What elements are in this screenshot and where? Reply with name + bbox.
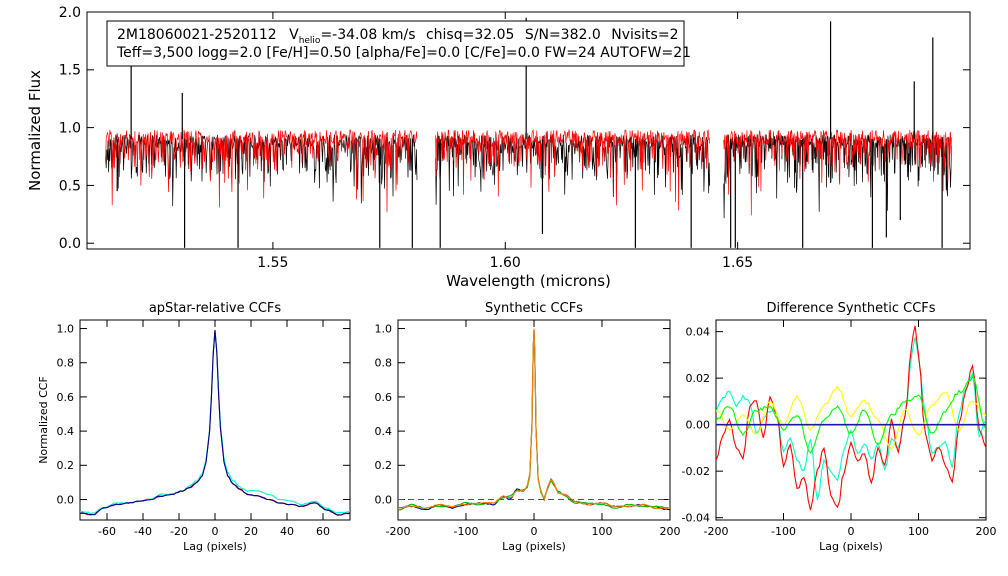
diff_ccf-series-visit-3 [716, 385, 986, 450]
spectrum-ytick-label: 1.0 [59, 121, 81, 137]
annotation-snr: S/N=382.0 [525, 27, 601, 43]
apstar_ccf-xtick-label: -60 [98, 525, 116, 538]
apstar_ccf-xtick-label: -40 [134, 525, 152, 538]
diff_ccf-series-visit-1 [716, 337, 986, 500]
apstar_ccf-series-visit-1 [80, 330, 350, 516]
spectrum-ylabel: Normalized Flux [26, 70, 44, 191]
difference-ccf-panel: -200 -100 0 100 200 -0.04 -0.02 0.00 0.02 0.04 Dif… [682, 301, 997, 553]
apstar_ccf-xtick-label: 0 [212, 525, 219, 538]
diff_ccf-ytick-label: 0.00 [686, 419, 711, 432]
diff_ccf-title: Difference Synthetic CCFs [766, 301, 935, 316]
annotation-box [106, 20, 685, 67]
spectrum-xtick-label: 1.65 [722, 255, 753, 271]
annotation-line-1: 2M18060021-2520112 Vhelio=-34.08 km/s ch… [117, 27, 678, 46]
spectrum-xtick-label: 1.55 [257, 255, 288, 271]
apstar_ccf-ytick-label: 1.0 [57, 322, 75, 335]
diff_ccf-xlabel: Lag (pixels) [819, 540, 883, 553]
spectrum-axes-frame [86, 11, 971, 250]
synthetic_ccf-xlabel: Lag (pixels) [502, 540, 566, 553]
annotation-chisq: chisq=32.05 [426, 27, 514, 43]
apstar-ccf-panel: -60 -40 -20 0 20 40 60 0.0 0.2 0.4 0.6 0.8 1.0 apStar… [37, 301, 351, 553]
diff_ccf-ytick-label: -0.02 [682, 465, 710, 478]
diff_ccf-series-visit-2 [716, 325, 986, 511]
apstar_ccf-ytick-label: 0.4 [57, 425, 75, 438]
synthetic_ccf-ytick-label: 0.6 [375, 391, 393, 404]
spectrum-xtick-label: 1.60 [490, 255, 521, 271]
apstar_ccf-ytick-label: 0.8 [57, 357, 75, 370]
apstar_ccf-title: apStar-relative CCFs [149, 301, 282, 316]
diff_ccf-ytick-label: 0.02 [686, 372, 711, 385]
diff_ccf-xtick-label: 0 [848, 525, 855, 538]
apstar_ccf-xtick-label: 60 [316, 525, 330, 538]
diff_ccf-xtick-label: -100 [771, 525, 796, 538]
diff_ccf-ytick-label: 0.04 [686, 325, 711, 338]
synthetic_ccf-series-visit-1 [398, 329, 670, 511]
apstar_ccf-ylabel: Normalized CCF [37, 376, 50, 464]
diff_ccf-ytick-label: -0.04 [682, 512, 710, 525]
synthetic_ccf-ytick-label: 0.0 [375, 493, 393, 506]
synthetic_ccf-title: Synthetic CCFs [485, 301, 583, 316]
annotation-vhelio-prefix: V [289, 27, 299, 43]
synthetic_ccf-series-visit-2 [398, 330, 670, 511]
synthetic_ccf-ytick-label: 1.0 [375, 322, 393, 335]
annotation-nvisits: Nvisits=2 [611, 27, 678, 43]
spectrum-series-model [105, 128, 952, 216]
spectrum-ytick-label: 0.5 [59, 178, 81, 194]
apstar_ccf-xtick-label: -20 [170, 525, 188, 538]
synthetic_ccf-ytick-label: 0.4 [375, 425, 393, 438]
synthetic_ccf-xtick-label: 0 [531, 525, 538, 538]
synthetic_ccf-xtick-label: 100 [592, 525, 613, 538]
synthetic_ccf-ytick-label: 0.2 [375, 459, 393, 472]
diff_ccf-xtick-label: 200 [976, 525, 997, 538]
diff_ccf-axes-frame [715, 319, 987, 521]
apstar_ccf-xtick-label: 40 [280, 525, 294, 538]
synthetic-ccf-panel: -200 -100 0 100 200 0.0 0.2 0.4 0.6 0.8 1.0 Synthet… [375, 301, 681, 553]
spectrum-ytick-label: 1.5 [59, 63, 81, 79]
apstar_ccf-ytick-label: 0.6 [57, 391, 75, 404]
synthetic_ccf-xtick-label: -200 [386, 525, 411, 538]
diff_ccf-series-visit-4 [716, 375, 986, 454]
annotation-vhelio-sub: helio [299, 36, 321, 46]
spectrum-ytick-label: 0.0 [59, 236, 81, 252]
annotation-vhelio-value: =-34.08 km/s [320, 27, 415, 43]
apstar_ccf-series-combined [80, 329, 350, 516]
apstar_ccf-axes-frame [79, 319, 351, 521]
apstar_ccf-ytick-label: 0.0 [57, 493, 75, 506]
synthetic_ccf-axes-frame [397, 319, 671, 521]
synthetic_ccf-xtick-label: 200 [660, 525, 681, 538]
synthetic_ccf-xtick-label: -100 [454, 525, 479, 538]
annotation-star-id: 2M18060021-2520112 [117, 27, 277, 43]
apstar_ccf-xtick-label: 20 [244, 525, 258, 538]
spectrum-xlabel: Wavelength (microns) [446, 272, 611, 290]
apstar_ccf-series-visit-2 [80, 329, 350, 515]
diff_ccf-xtick-label: 100 [908, 525, 929, 538]
spectrum-ytick-label: 2.0 [59, 5, 81, 21]
apstar_ccf-xlabel: Lag (pixels) [183, 540, 247, 553]
spectrum-annotation: 2M18060021-2520112 Vhelio=-34.08 km/s ch… [106, 20, 691, 67]
spectrum-panel: 1.55 1.60 1.65 0.0 0.5 1.0 1.5 2.0 Wavelength (m… [26, 5, 971, 290]
apstar_ccf-ytick-label: 0.2 [57, 459, 75, 472]
diff_ccf-xtick-label: -200 [704, 525, 729, 538]
synthetic_ccf-ytick-label: 0.8 [375, 357, 393, 370]
annotation-line-2: Teff=3,500 logg=2.0 [Fe/H]=0.50 [alpha/F… [116, 45, 691, 61]
synthetic_ccf-series-combined [398, 328, 670, 510]
